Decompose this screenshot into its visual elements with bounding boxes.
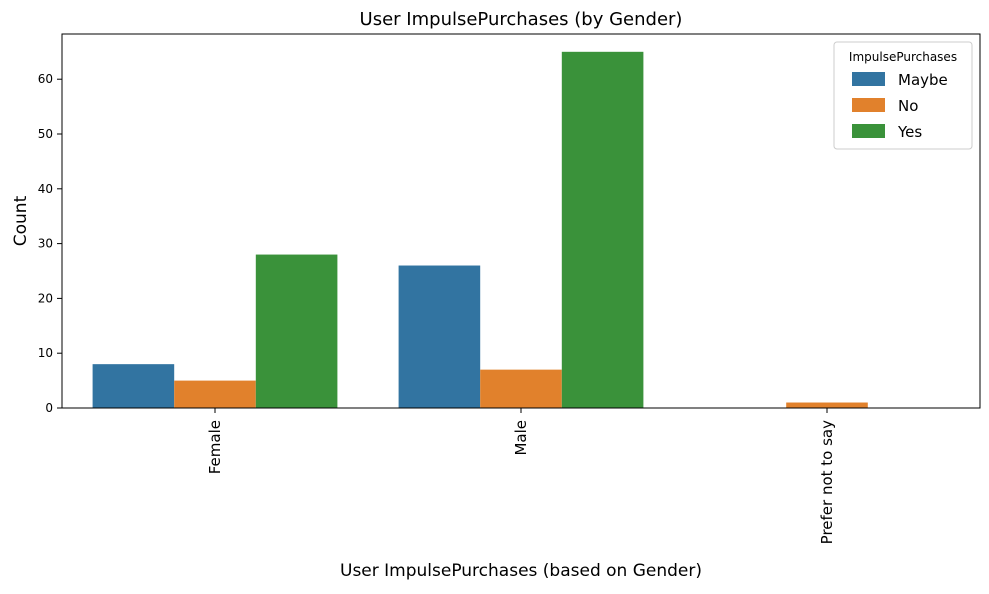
bar-maybe-female [92, 364, 175, 408]
legend-items: Maybe No Yes [852, 71, 948, 141]
y-axis: 0 10 20 30 40 50 60 [38, 72, 62, 415]
chart-title: User ImpulsePurchases (by Gender) [360, 9, 683, 30]
legend-label-no: No [898, 97, 918, 115]
y-axis-label: Count [11, 195, 31, 246]
y-tick-label: 0 [45, 401, 53, 415]
y-tick-label: 30 [38, 237, 53, 251]
x-tick-label: Female [206, 420, 224, 474]
y-tick-label: 50 [38, 127, 53, 141]
legend-box [833, 41, 973, 150]
legend-label-maybe: Maybe [898, 71, 948, 89]
x-axis-label: User ImpulsePurchases (based on Gender) [340, 561, 702, 581]
legend-title: ImpulsePurchases [849, 50, 957, 64]
legend-swatch-yes [852, 124, 885, 138]
y-tick-label: 40 [38, 182, 53, 196]
bar-no-prefer-not-to-say [786, 402, 868, 408]
plot-frame [61, 33, 981, 409]
y-tick-label: 10 [38, 346, 53, 360]
y-tick-label: 60 [38, 72, 53, 86]
bar-maybe-male [398, 265, 481, 408]
bar-yes-female [255, 254, 338, 408]
x-tick-label: Male [512, 420, 530, 456]
legend-label-yes: Yes [897, 123, 922, 141]
x-axis: Female Male Prefer not to say [206, 408, 836, 544]
legend: ImpulsePurchases Maybe No Yes [833, 41, 973, 150]
legend-swatch-no [852, 98, 885, 112]
bar-yes-male [561, 51, 644, 409]
bar-no-female [174, 380, 256, 408]
bars-layer [92, 51, 868, 409]
bar-no-male [480, 369, 562, 408]
y-tick-label: 20 [38, 291, 53, 305]
x-tick-label: Prefer not to say [818, 420, 836, 544]
legend-swatch-maybe [852, 72, 885, 86]
